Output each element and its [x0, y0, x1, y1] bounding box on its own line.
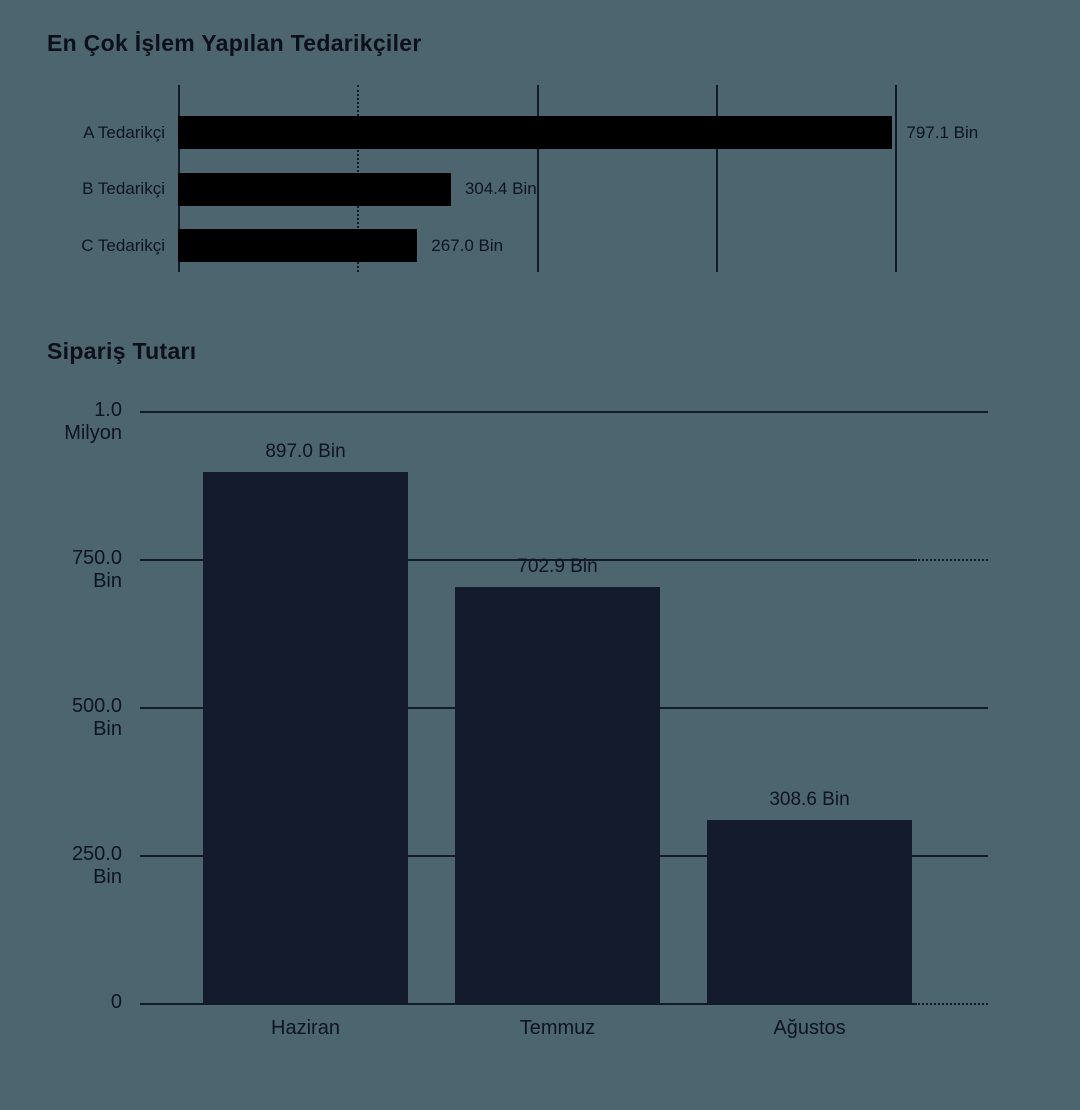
orders-plot	[140, 411, 988, 1005]
gridline	[536, 85, 539, 272]
gridline	[715, 85, 718, 272]
month-bar[interactable]	[707, 820, 912, 1003]
orders-chart-title: Sipariş Tutarı	[47, 338, 197, 364]
y-axis-tick-label: Bin	[93, 718, 122, 740]
y-axis-tick-label: 0	[110, 991, 122, 1013]
y-axis-tick-label: 1.0	[94, 399, 122, 421]
x-axis-category-label: Temmuz	[519, 1017, 596, 1039]
supplier-bar[interactable]	[178, 229, 418, 262]
y-axis-tick-label: Milyon	[64, 422, 122, 444]
y-axis-tick-label: 750.0	[71, 547, 122, 569]
gridline-dotted-tail	[915, 559, 988, 561]
gridline-dotted-tail	[915, 1003, 988, 1005]
suppliers-plot	[178, 85, 897, 272]
gridline	[140, 1003, 915, 1005]
bar-value-label: 308.6 Bin	[769, 789, 850, 811]
gridline	[140, 559, 915, 561]
month-bar[interactable]	[203, 471, 408, 1003]
bar-value-label: 304.4 Bin	[464, 179, 537, 198]
bar-value-label: 797.1 Bin	[906, 122, 979, 142]
category-label: C Tedarikçi	[81, 235, 165, 255]
category-label: B Tedarikçi	[82, 179, 165, 198]
month-bar[interactable]	[455, 586, 660, 1003]
supplier-bar[interactable]	[178, 116, 893, 149]
bar-value-label: 702.9 Bin	[517, 555, 598, 577]
x-axis-category-label: Ağustos	[773, 1017, 846, 1039]
gridline	[140, 411, 988, 413]
bar-value-label: 897.0 Bin	[265, 440, 346, 462]
category-label: A Tedarikçi	[83, 122, 165, 142]
supplier-bar[interactable]	[178, 172, 451, 206]
y-axis-tick-label: 250.0	[71, 843, 122, 865]
bar-value-label: 267.0 Bin	[431, 235, 504, 255]
gridline	[895, 85, 897, 272]
x-axis-category-label: Haziran	[271, 1017, 340, 1039]
y-axis-tick-label: Bin	[93, 866, 122, 888]
suppliers-chart-title: En Çok İşlem Yapılan Tedarikçiler	[47, 30, 422, 56]
y-axis-tick-label: 500.0	[71, 695, 122, 717]
y-axis-tick-label: Bin	[93, 570, 122, 592]
